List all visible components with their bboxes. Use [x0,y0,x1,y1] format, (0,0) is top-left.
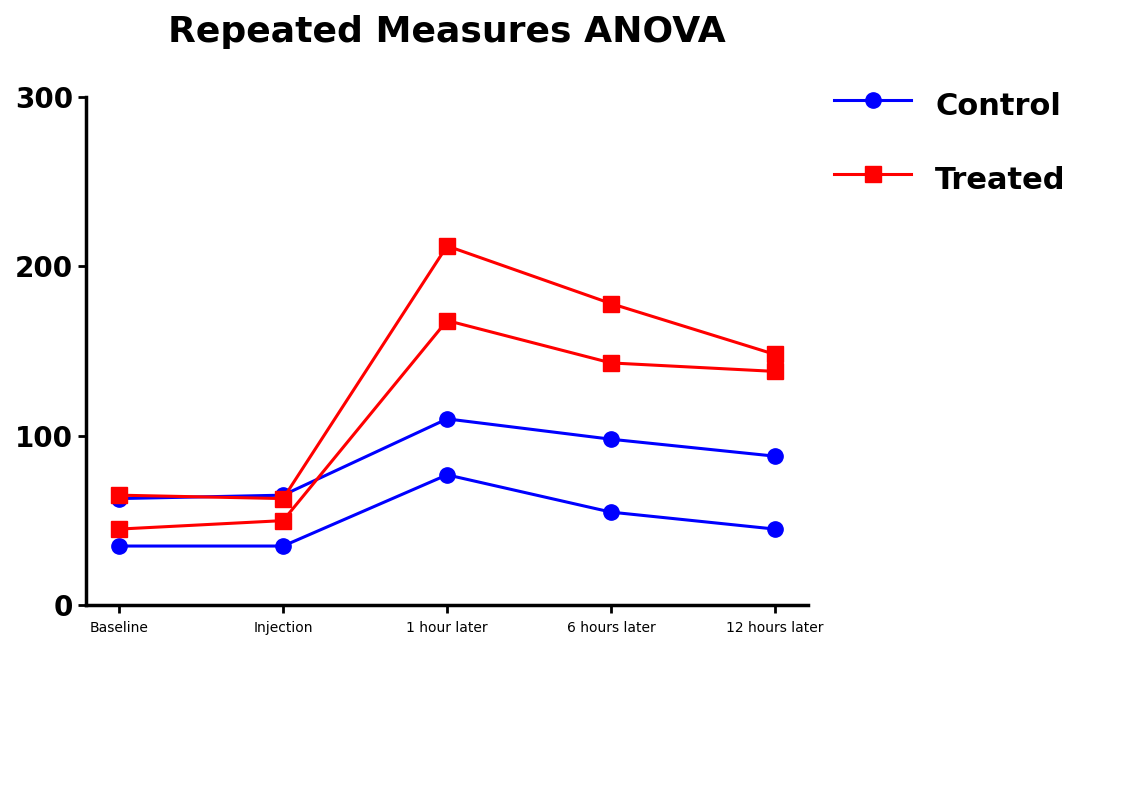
Legend: Control, Treated: Control, Treated [822,74,1078,209]
Title: Repeated Measures ANOVA: Repeated Measures ANOVA [168,15,726,49]
